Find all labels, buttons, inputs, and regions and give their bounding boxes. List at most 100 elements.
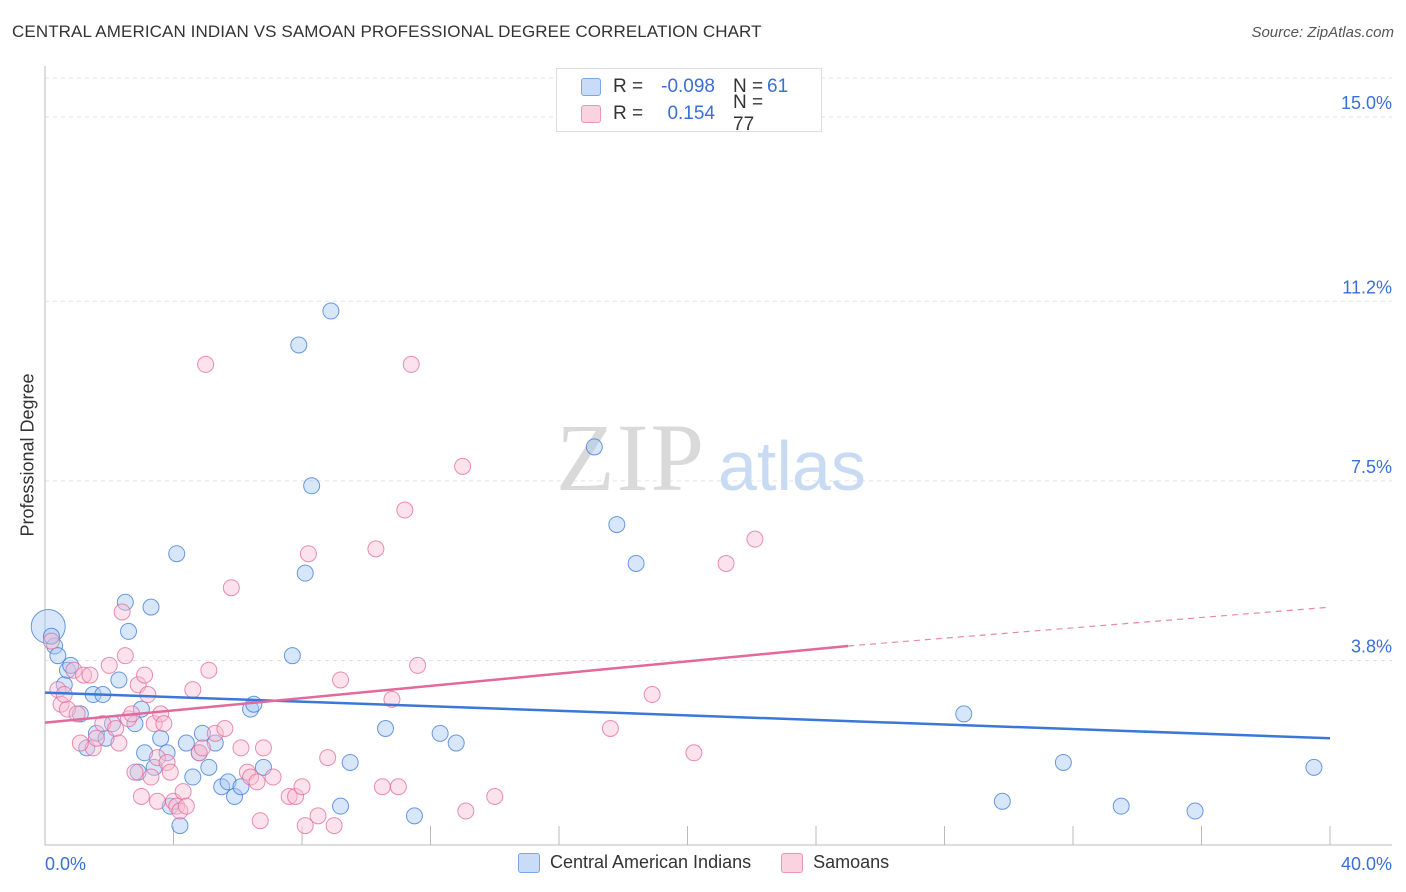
point-samoan [132,787,150,805]
point-samoan [486,787,504,805]
legend-swatch-blue [581,78,601,96]
trend-layer [44,606,1331,740]
y-tick-label: 15.0% [1341,93,1392,113]
legend-swatch-blue [518,852,540,873]
point-samoan [325,817,343,835]
point-central-american [341,753,359,771]
stats-legend: R = -0.098 N = 61 R = 0.154 N = 77 [556,68,822,135]
point-central-american [283,647,301,665]
point-samoan [58,700,76,718]
point-samoan [264,768,282,786]
point-central-american [955,705,973,723]
point-samoan [254,739,272,757]
trend-line-samoan [44,644,849,724]
point-central-american [431,724,449,742]
point-central-american [332,797,350,815]
point-samoan [409,656,427,674]
legend-r-value: 0.154 [667,103,715,124]
point-samoan [158,753,176,771]
point-samoan [717,554,735,572]
legend-swatch-pink [581,105,601,123]
point-central-american [145,758,163,776]
point-samoan [136,666,154,684]
point-samoan [81,666,99,684]
point-samoan [287,787,305,805]
point-samoan [155,715,173,733]
watermark-zip: ZIP [556,404,706,511]
point-samoan [383,690,401,708]
legend-item-central-american[interactable]: Central American Indians [518,852,751,873]
point-samoan [107,719,125,737]
x-tick-label-max: 40.0% [1341,854,1392,874]
point-samoan [94,715,112,733]
legend-r-label: R = [613,76,644,97]
point-samoan [396,501,414,519]
point-samoan [116,647,134,665]
point-central-american [158,744,176,762]
point-central-american [42,627,60,645]
point-central-american [627,554,645,572]
point-central-american [608,516,626,534]
point-central-american [184,768,202,786]
point-central-american [152,729,170,747]
legend-r-label: R = [613,103,644,124]
point-samoan [457,802,475,820]
point-central-american [219,773,237,791]
y-tick-label: 3.8% [1351,637,1392,657]
point-samoan [200,661,218,679]
chart-title: CENTRAL AMERICAN INDIAN VS SAMOAN PROFES… [12,22,762,41]
point-samoan [367,540,385,558]
points-layer [30,302,1323,835]
point-central-american [377,719,395,737]
point-central-american [585,438,603,456]
point-samoan [216,719,234,737]
point-samoan [389,778,407,796]
legend-label: Samoans [813,852,890,872]
point-central-american [168,545,186,563]
point-samoan [71,734,89,752]
legend-r-value: -0.098 [661,76,715,97]
point-samoan [193,739,211,757]
point-central-american [1054,753,1072,771]
point-samoan [197,355,215,373]
point-samoan [293,778,311,796]
point-samoan [110,734,128,752]
legend-row-central-american: R = -0.098 N = 61 [581,75,788,99]
point-samoan [42,632,60,650]
point-samoan [148,792,166,810]
point-samoan [296,817,314,835]
point-central-american [447,734,465,752]
legend-item-samoans[interactable]: Samoans [781,852,889,873]
point-central-american [1186,802,1204,820]
watermark: ZIP atlas [556,404,866,511]
point-central-american [142,598,160,616]
y-tick-label: 7.5% [1351,457,1392,477]
series-legend: Central American Indians Samoans [518,852,919,873]
watermark-atlas: atlas [718,427,866,505]
point-central-american [226,787,244,805]
point-samoan [65,661,83,679]
point-samoan [148,749,166,767]
point-samoan [232,739,250,757]
point-samoan [145,715,163,733]
point-samoan [332,671,350,689]
point-central-american [49,647,67,665]
point-central-american [303,477,321,495]
point-samoan [222,579,240,597]
point-central-american [171,817,189,835]
point-samoan [454,457,472,475]
legend-n-label: N = [733,76,764,97]
point-central-american [206,734,224,752]
point-samoan [126,763,144,781]
point-samoan [319,749,337,767]
tick-label-layer: 3.8% 7.5% 11.2% 15.0% 0.0% 40.0% [45,93,1392,874]
source-label: Source: ZipAtlas.com [1251,24,1394,41]
point-samoan [402,355,420,373]
point-samoan [746,530,764,548]
point-samoan [251,812,269,830]
legend-n-label: N = 77 [733,92,764,135]
point-central-american [193,724,211,742]
point-central-american [200,758,218,776]
point-samoan [84,739,102,757]
